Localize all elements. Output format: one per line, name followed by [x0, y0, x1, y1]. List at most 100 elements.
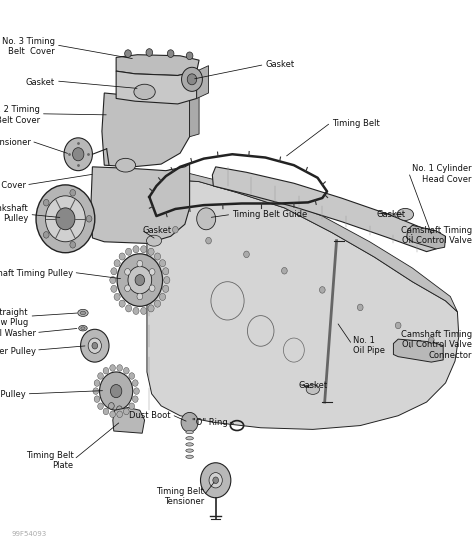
Circle shape: [44, 200, 49, 206]
Circle shape: [167, 50, 174, 57]
Circle shape: [123, 368, 129, 374]
Circle shape: [110, 411, 116, 417]
Text: Gasket: Gasket: [299, 381, 328, 389]
Circle shape: [182, 67, 202, 91]
Circle shape: [81, 329, 109, 362]
Circle shape: [395, 322, 401, 329]
Text: Gasket: Gasket: [265, 60, 294, 69]
Text: Timing Belt Guide: Timing Belt Guide: [232, 211, 308, 219]
Circle shape: [92, 342, 98, 349]
Ellipse shape: [134, 84, 155, 100]
Circle shape: [141, 307, 147, 315]
Ellipse shape: [397, 208, 413, 220]
Text: Crankshaft
Pulley: Crankshaft Pulley: [0, 203, 28, 223]
Circle shape: [141, 246, 147, 253]
Circle shape: [126, 248, 132, 255]
Polygon shape: [91, 164, 190, 243]
Text: Crankshaft Timing Pulley: Crankshaft Timing Pulley: [0, 391, 26, 399]
Polygon shape: [212, 167, 436, 252]
Circle shape: [213, 477, 219, 484]
Text: No. 1
Oil Pipe: No. 1 Oil Pipe: [353, 336, 385, 356]
Circle shape: [319, 287, 325, 293]
Circle shape: [159, 260, 165, 267]
Text: "O" Ring: "O" Ring: [192, 418, 228, 427]
Circle shape: [132, 396, 138, 403]
Text: Dust Boot: Dust Boot: [129, 411, 171, 420]
Circle shape: [117, 365, 122, 371]
Circle shape: [163, 267, 169, 275]
Text: Camshaft Timing
Oil Control Valve: Camshaft Timing Oil Control Valve: [401, 225, 472, 245]
Circle shape: [149, 285, 155, 292]
Circle shape: [98, 403, 103, 410]
Text: Gasket: Gasket: [142, 226, 171, 235]
Circle shape: [94, 396, 100, 403]
Ellipse shape: [186, 455, 193, 458]
Circle shape: [109, 276, 116, 283]
Text: 99F54093: 99F54093: [12, 531, 47, 537]
Circle shape: [164, 277, 170, 283]
Circle shape: [148, 248, 154, 255]
Polygon shape: [113, 408, 145, 433]
Circle shape: [133, 307, 139, 315]
Text: Timing Belt: Timing Belt: [332, 119, 380, 127]
Text: Straight
Screw Plug: Straight Screw Plug: [0, 307, 28, 327]
Circle shape: [206, 237, 211, 244]
Circle shape: [132, 380, 138, 386]
Circle shape: [46, 196, 85, 242]
Text: Timing Belt
Plate: Timing Belt Plate: [26, 451, 73, 470]
Circle shape: [93, 388, 99, 394]
Ellipse shape: [80, 311, 85, 315]
Polygon shape: [393, 339, 443, 362]
Text: Camshaft Timing
Oil Control Valve
Connector: Camshaft Timing Oil Control Valve Connec…: [401, 330, 472, 359]
Circle shape: [155, 300, 161, 307]
Circle shape: [181, 412, 198, 432]
Circle shape: [117, 406, 122, 412]
Text: Camshaft Timing Pulley: Camshaft Timing Pulley: [0, 269, 73, 278]
Circle shape: [94, 380, 100, 386]
Circle shape: [88, 338, 101, 353]
Circle shape: [134, 388, 139, 394]
Circle shape: [125, 285, 130, 292]
Circle shape: [110, 365, 116, 371]
Circle shape: [159, 293, 165, 300]
Polygon shape: [190, 90, 199, 137]
Text: No.1 Timing Belt Cover: No.1 Timing Belt Cover: [0, 182, 26, 190]
Circle shape: [73, 148, 84, 161]
Text: Seal Washer: Seal Washer: [0, 329, 36, 338]
Circle shape: [173, 226, 178, 233]
Ellipse shape: [186, 430, 193, 434]
Circle shape: [244, 251, 249, 258]
Circle shape: [201, 463, 231, 498]
Circle shape: [111, 267, 117, 275]
Circle shape: [282, 267, 287, 274]
Circle shape: [44, 231, 49, 238]
Text: Idler Pulley: Idler Pulley: [0, 347, 36, 356]
Polygon shape: [102, 93, 190, 167]
Circle shape: [56, 208, 75, 230]
Circle shape: [36, 185, 95, 253]
Polygon shape: [407, 225, 446, 249]
Circle shape: [111, 286, 117, 293]
Circle shape: [357, 304, 363, 311]
Text: No. 3 Timing
Belt  Cover: No. 3 Timing Belt Cover: [1, 37, 55, 56]
Circle shape: [187, 74, 197, 85]
Circle shape: [126, 305, 132, 312]
Circle shape: [114, 260, 120, 267]
Circle shape: [86, 216, 92, 222]
Circle shape: [64, 138, 92, 171]
Circle shape: [186, 52, 193, 60]
Ellipse shape: [81, 327, 85, 329]
Circle shape: [133, 246, 139, 253]
Text: No. 2 Timing
Belt Cover: No. 2 Timing Belt Cover: [0, 105, 40, 125]
Polygon shape: [116, 55, 199, 75]
Circle shape: [125, 269, 130, 275]
Circle shape: [110, 385, 122, 398]
Circle shape: [98, 373, 103, 379]
Polygon shape: [147, 179, 459, 429]
Circle shape: [155, 253, 161, 260]
Text: No. 1 Cylinder
Head Cover: No. 1 Cylinder Head Cover: [412, 164, 472, 184]
Text: Timing Belt
Tensioner: Timing Belt Tensioner: [156, 487, 204, 507]
Circle shape: [103, 408, 109, 415]
Circle shape: [149, 269, 155, 275]
Polygon shape: [116, 71, 197, 104]
